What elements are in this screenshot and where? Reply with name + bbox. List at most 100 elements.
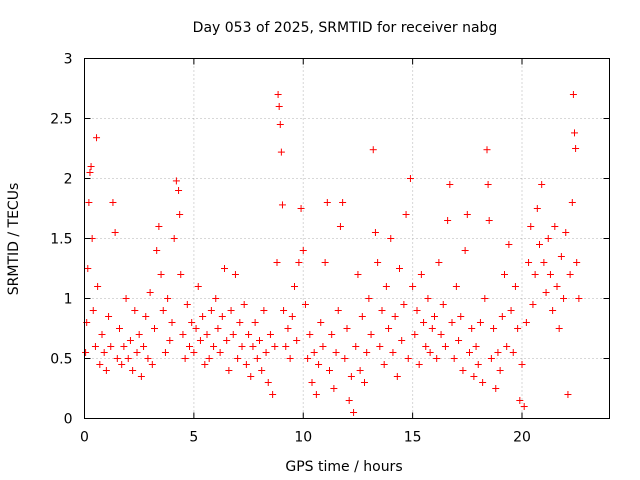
data-point (229, 331, 237, 338)
data-point (317, 319, 325, 326)
data-point (280, 307, 288, 314)
data-point (382, 283, 390, 290)
data-point (271, 343, 279, 350)
data-point (111, 229, 119, 236)
data-point (496, 367, 504, 374)
data-point (288, 313, 296, 320)
data-point (472, 343, 480, 350)
data-point (194, 283, 202, 290)
data-point (326, 367, 333, 374)
data-point (417, 271, 425, 278)
data-point (328, 331, 336, 338)
data-point (398, 337, 406, 344)
data-point (253, 355, 261, 362)
data-point (376, 343, 384, 350)
data-point (546, 271, 554, 278)
data-point (380, 361, 388, 368)
data-point (299, 247, 307, 254)
data-point (557, 253, 565, 260)
data-point (371, 229, 379, 236)
data-point (575, 295, 583, 302)
data-point (411, 331, 419, 338)
data-point (96, 361, 104, 368)
data-point (276, 121, 284, 128)
data-point (301, 301, 309, 308)
data-point (225, 367, 233, 374)
data-point (450, 355, 458, 362)
data-point (350, 409, 358, 416)
data-point (284, 325, 292, 332)
x-axis: 0 5 10 15 20 (80, 58, 531, 446)
data-point (345, 397, 353, 404)
data-point (186, 343, 193, 350)
data-point (538, 181, 546, 188)
data-point (352, 343, 360, 350)
data-point (431, 313, 438, 320)
data-point (93, 134, 101, 142)
data-point (378, 307, 386, 314)
data-point (190, 349, 198, 356)
data-point (509, 349, 517, 356)
data-point (249, 343, 257, 350)
data-point (323, 199, 331, 206)
data-point (568, 199, 576, 206)
data-point (422, 343, 430, 350)
data-point (269, 391, 277, 398)
data-point (102, 367, 110, 374)
data-point (555, 325, 563, 332)
data-point (433, 355, 441, 362)
data-point (129, 367, 137, 374)
data-point (474, 361, 482, 368)
data-point (457, 313, 465, 320)
data-point (247, 373, 255, 380)
data-point (468, 325, 476, 332)
x-tick-label: 5 (189, 430, 198, 446)
data-point (256, 337, 263, 344)
data-point (286, 355, 294, 362)
data-point (238, 343, 246, 350)
data-point (135, 331, 143, 338)
data-point (144, 355, 152, 362)
data-point (330, 385, 338, 392)
data-point (172, 177, 180, 185)
data-point (485, 217, 493, 224)
data-point (84, 265, 92, 272)
data-point (437, 331, 445, 338)
y-tick-label: 2 (64, 172, 73, 188)
data-point (396, 265, 403, 272)
data-point (310, 349, 318, 356)
data-point (148, 361, 156, 368)
data-point (402, 211, 410, 218)
data-point (105, 313, 113, 320)
data-point (484, 181, 492, 188)
data-point (424, 295, 432, 302)
data-point (164, 295, 172, 302)
data-point (137, 373, 145, 380)
data-point (332, 349, 340, 356)
data-point (291, 283, 298, 290)
data-point (514, 325, 522, 332)
data-point (181, 355, 189, 362)
data-point (536, 241, 543, 248)
chart-title: Day 053 of 2025, SRMTID for receiver nab… (193, 20, 498, 36)
data-point (483, 146, 491, 154)
data-point (413, 307, 421, 314)
data-point (126, 337, 134, 344)
data-point (426, 349, 434, 356)
data-point (409, 283, 417, 290)
y-axis-label: SRMTID / TECUs (6, 183, 22, 296)
x-tick-label: 15 (404, 430, 422, 446)
data-point (218, 313, 226, 320)
data-point (363, 349, 371, 356)
data-point (531, 271, 539, 278)
data-point (321, 259, 329, 266)
data-point (441, 343, 449, 350)
data-point (159, 307, 167, 314)
data-point (505, 241, 513, 248)
data-point (157, 271, 165, 278)
data-point (336, 223, 344, 230)
data-point (297, 205, 305, 212)
data-point (459, 367, 467, 374)
data-point (334, 307, 342, 314)
